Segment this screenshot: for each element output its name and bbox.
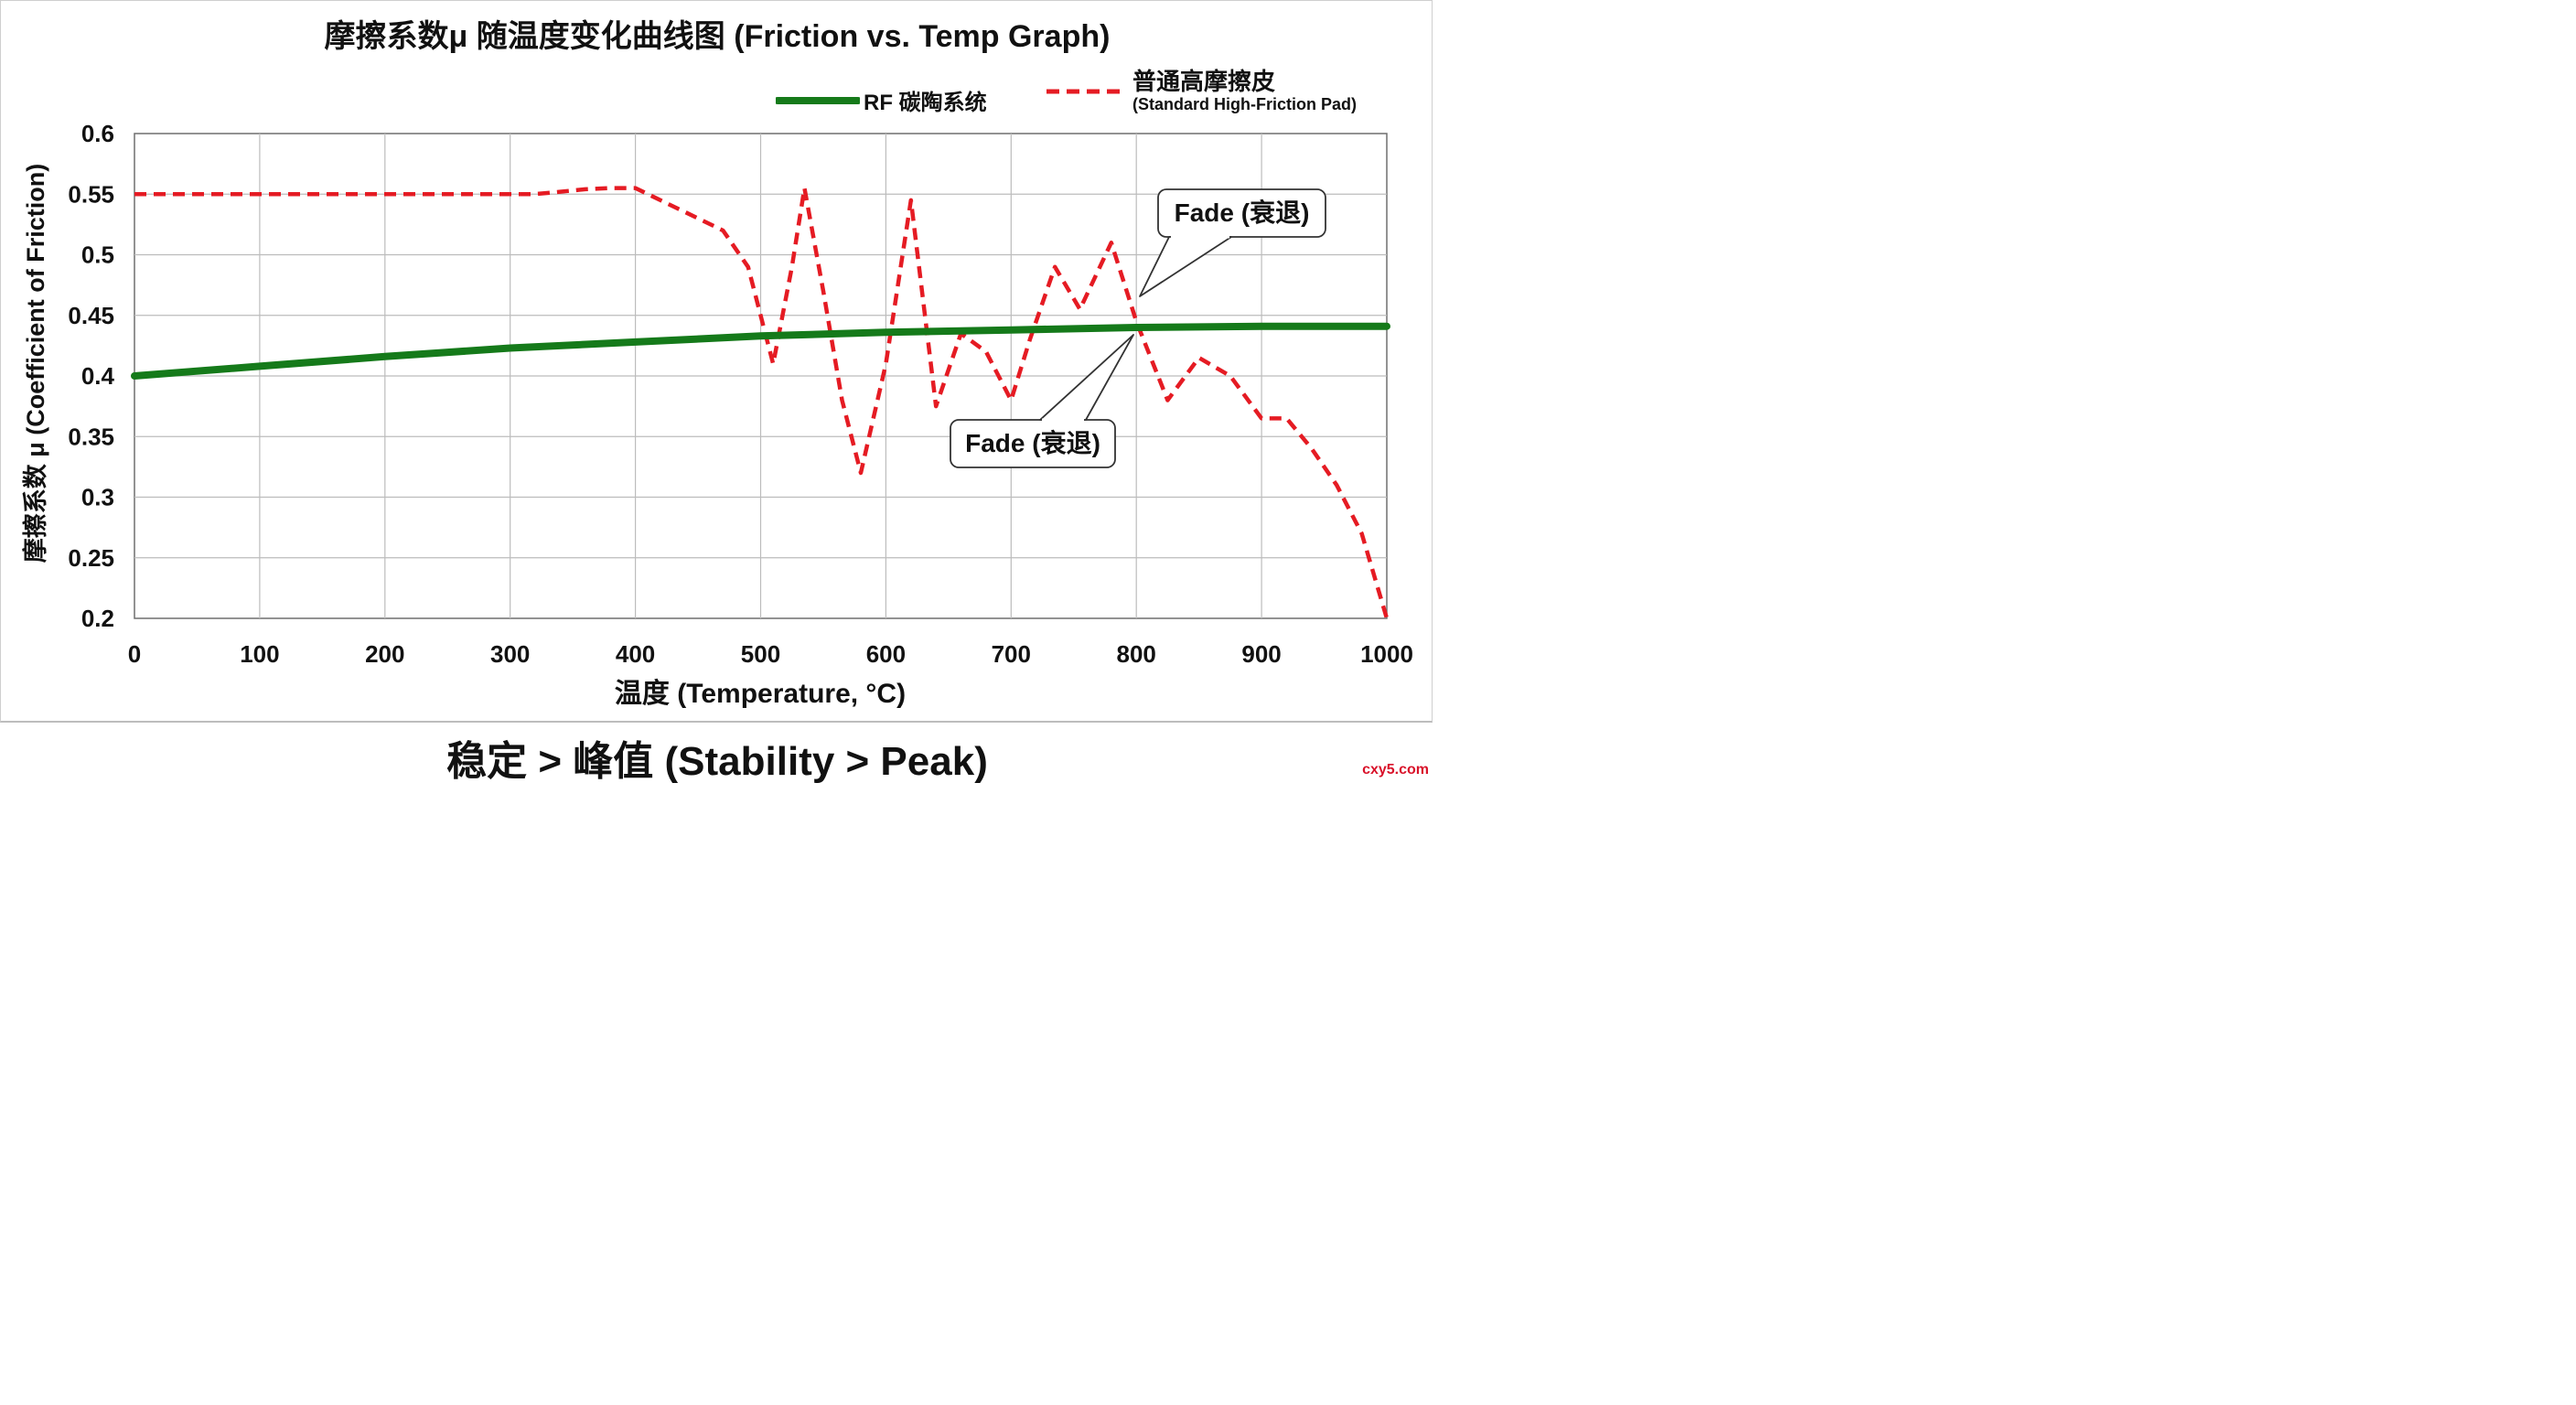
tick-labels-x: 0 100 200 300 400 500 600 700 800 900 1000	[128, 640, 1413, 668]
tick-labels-y: 0.6 0.55 0.5 0.45 0.4 0.35 0.3 0.25 0.2	[68, 120, 114, 632]
legend-label-standard: 普通高摩擦皮 (Standard High-Friction Pad)	[1132, 68, 1357, 114]
legend-item-rf: RF 碳陶系统	[776, 84, 987, 116]
chart-subtitle: 稳定 > 峰值 (Stability > Peak)	[446, 739, 988, 784]
y-axis-label: 摩擦系数 μ (Coefficient of Friction)	[21, 164, 49, 563]
plot-area: 0 100 200 300 400 500 600 700 800 900 1000 0.6 0.55…	[21, 120, 1413, 709]
x-tick-label: 900	[1241, 640, 1281, 668]
x-tick-label: 800	[1117, 640, 1156, 668]
annotation-text: Fade (衰退)	[1175, 198, 1310, 227]
x-tick-label: 500	[741, 640, 780, 668]
annotation-box	[950, 419, 1116, 468]
legend-swatch-dashed	[1046, 89, 1125, 94]
y-tick-label: 0.2	[81, 605, 114, 632]
x-axis-label: 温度 (Temperature, °C)	[615, 679, 906, 709]
x-tick-label: 1000	[1360, 640, 1413, 668]
watermark: cxy5.com	[1362, 762, 1429, 778]
annotations-layer: Fade (衰退) Fade (衰退)	[950, 188, 1326, 468]
annotation-callout-2: Fade (衰退)	[950, 334, 1134, 468]
legend-label-standard-cn: 普通高摩擦皮	[1132, 68, 1276, 95]
annotation-text: Fade (衰退)	[965, 428, 1100, 457]
series-line-rf-system	[131, 322, 1390, 380]
legend-swatch-solid	[776, 96, 860, 104]
y-tick-label: 0.55	[68, 180, 114, 208]
x-tick-label: 100	[240, 640, 279, 668]
x-tick-label: 300	[490, 640, 530, 668]
y-tick-label: 0.45	[68, 302, 114, 329]
legend-item-standard: 普通高摩擦皮 (Standard High-Friction Pad)	[1045, 68, 1357, 114]
y-tick-label: 0.3	[81, 484, 114, 511]
series-layer	[131, 186, 1390, 619]
annotation-callout-1: Fade (衰退)	[1139, 188, 1326, 297]
x-tick-label: 600	[866, 640, 906, 668]
y-tick-label: 0.25	[68, 544, 114, 572]
x-tick-label: 700	[992, 640, 1031, 668]
x-tick-label: 400	[616, 640, 655, 668]
y-tick-label: 0.6	[81, 120, 114, 147]
legend-label-standard-en: (Standard High-Friction Pad)	[1132, 95, 1357, 114]
y-tick-label: 0.4	[81, 362, 115, 390]
gridlines-y	[134, 193, 1387, 559]
chart-frame	[0, 0, 1433, 723]
x-tick-label: 200	[365, 640, 404, 668]
legend-label-rf: RF 碳陶系统	[864, 91, 987, 115]
series-line-standard-pad	[134, 186, 1390, 619]
y-tick-label: 0.5	[81, 241, 114, 269]
annotation-box	[1157, 188, 1326, 238]
y-tick-label: 0.35	[68, 423, 114, 450]
x-tick-label: 0	[128, 640, 141, 668]
chart-title: 摩擦系数μ 随温度变化曲线图 (Friction vs. Temp Graph)	[324, 19, 1111, 54]
